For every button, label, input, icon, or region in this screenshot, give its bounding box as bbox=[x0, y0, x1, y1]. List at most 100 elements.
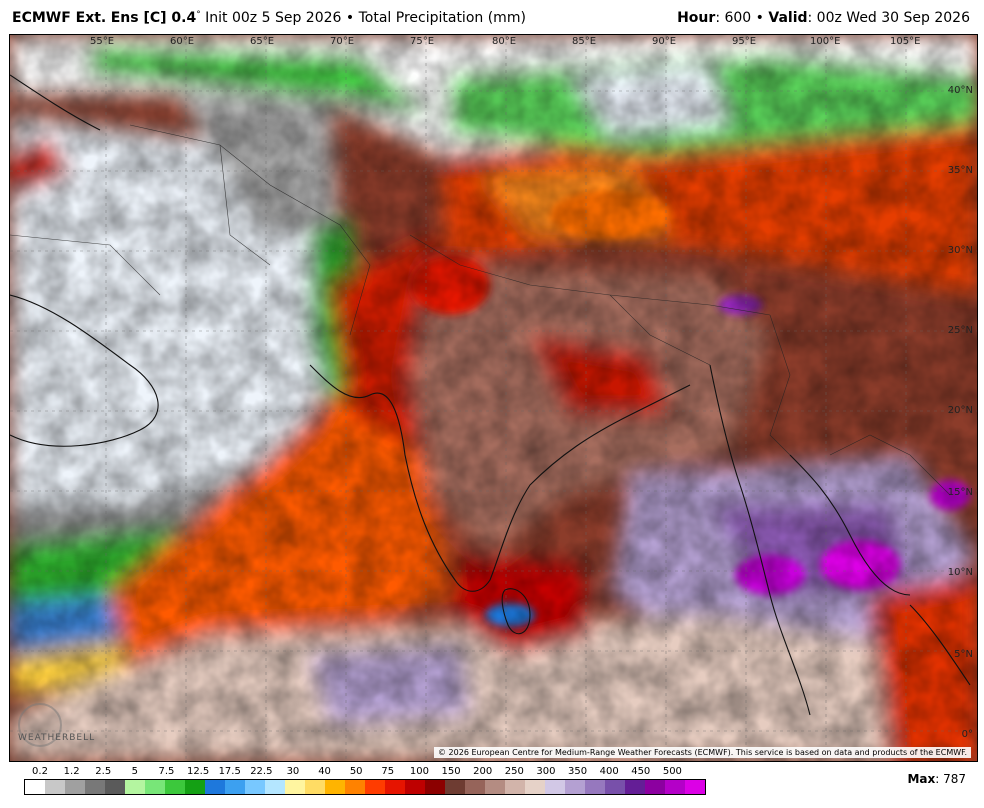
legend-swatch bbox=[225, 780, 245, 794]
legend-swatch bbox=[345, 780, 365, 794]
legend-swatch bbox=[665, 780, 685, 794]
legend-swatch bbox=[605, 780, 625, 794]
lon-label: 70°E bbox=[330, 36, 355, 47]
legend-tick-label: 250 bbox=[504, 766, 524, 777]
legend-tick-label: 17.5 bbox=[218, 766, 241, 777]
legend-swatch bbox=[485, 780, 505, 794]
weatherbell-logo-icon bbox=[18, 703, 62, 747]
product-name: Total Precipitation (mm) bbox=[358, 10, 526, 26]
degree-symbol: ° bbox=[196, 10, 201, 20]
max-label: Max bbox=[907, 772, 936, 786]
legend-tick-label: 150 bbox=[441, 766, 461, 777]
legend-swatch bbox=[585, 780, 605, 794]
legend-swatch bbox=[405, 780, 425, 794]
max-number: : 787 bbox=[935, 772, 966, 786]
lon-label: 60°E bbox=[170, 36, 195, 47]
lon-label: 105°E bbox=[890, 36, 921, 47]
lat-label: 30°N bbox=[947, 245, 973, 256]
legend-tick-label: 30 bbox=[286, 766, 300, 777]
init-time: Init 00z 5 Sep 2026 bbox=[205, 10, 342, 26]
legend-swatch bbox=[285, 780, 305, 794]
legend-tick-label: 350 bbox=[567, 766, 588, 777]
hour-label: Hour bbox=[677, 10, 716, 26]
lat-label: 10°N bbox=[947, 567, 973, 578]
lat-label: 40°N bbox=[947, 85, 973, 96]
header: ECMWF Ext. Ens [C] 0.4° Init 00z 5 Sep 2… bbox=[0, 0, 984, 34]
map-canvas bbox=[10, 35, 977, 761]
legend-tick-label: 300 bbox=[536, 766, 556, 777]
legend-swatch bbox=[645, 780, 665, 794]
legend-swatch bbox=[685, 780, 705, 794]
legend-color-bar bbox=[24, 779, 706, 795]
lon-label: 65°E bbox=[250, 36, 275, 47]
lat-label: 5°N bbox=[954, 649, 973, 660]
legend-tick-label: 5 bbox=[131, 766, 139, 777]
title-left: ECMWF Ext. Ens [C] 0.4° Init 00z 5 Sep 2… bbox=[12, 10, 526, 26]
legend-tick-label: 100 bbox=[409, 766, 429, 777]
legend-tick-label: 75 bbox=[381, 766, 395, 777]
copyright-notice: © 2026 European Centre for Medium-Range … bbox=[434, 747, 971, 758]
legend-swatch bbox=[165, 780, 185, 794]
legend-tick-label: 2.5 bbox=[95, 766, 112, 777]
texture-overlay bbox=[10, 35, 977, 761]
legend-swatch bbox=[105, 780, 125, 794]
legend-tick-label: 500 bbox=[662, 766, 682, 777]
model-name: ECMWF Ext. bbox=[12, 10, 107, 26]
lat-label: 20°N bbox=[947, 405, 973, 416]
legend-swatch bbox=[65, 780, 85, 794]
legend-swatch bbox=[425, 780, 445, 794]
color-legend: 0.2 1.2 2.5 5 7.5 12.5 17.5 22.5 30 40 50 75 100 150 2… bbox=[24, 763, 706, 803]
lon-label: 75°E bbox=[410, 36, 435, 47]
max-value: Max: 787 bbox=[907, 772, 966, 786]
legend-swatch bbox=[305, 780, 325, 794]
legend-swatch bbox=[565, 780, 585, 794]
valid-label: Valid bbox=[768, 10, 808, 26]
legend-tick-label: 1.2 bbox=[63, 766, 80, 777]
legend-tick-label: 50 bbox=[349, 766, 363, 777]
weatherbell-logo-text: WEATHERBELL bbox=[18, 733, 96, 743]
legend-swatch bbox=[545, 780, 565, 794]
legend-swatch bbox=[85, 780, 105, 794]
legend-tick-label: 12.5 bbox=[186, 766, 210, 777]
country-borders bbox=[10, 124, 951, 496]
coastlines bbox=[10, 74, 971, 716]
lon-label: 95°E bbox=[732, 36, 757, 47]
legend-swatch bbox=[125, 780, 145, 794]
legend-tick-label: 400 bbox=[599, 766, 619, 777]
legend-swatch bbox=[25, 780, 45, 794]
valid-value: : 00z Wed 30 Sep 2026 bbox=[807, 10, 970, 26]
lon-label: 90°E bbox=[652, 36, 677, 47]
legend-swatch bbox=[465, 780, 485, 794]
lon-label: 55°E bbox=[90, 36, 115, 47]
lat-label: 25°N bbox=[947, 325, 973, 336]
legend-tick-labels: 0.2 1.2 2.5 5 7.5 12.5 17.5 22.5 30 40 50 75 100 150 2… bbox=[24, 763, 704, 777]
bullet-separator-2: • bbox=[755, 10, 764, 26]
lon-label: 85°E bbox=[572, 36, 597, 47]
legend-swatch bbox=[445, 780, 465, 794]
legend-swatch bbox=[205, 780, 225, 794]
legend-tick-label: 40 bbox=[318, 766, 331, 777]
legend-swatch bbox=[185, 780, 205, 794]
lat-label: 35°N bbox=[947, 165, 973, 176]
legend-swatch bbox=[505, 780, 525, 794]
lon-label: 100°E bbox=[810, 36, 841, 47]
precipitation-map[interactable]: 55°E 60°E 65°E 70°E 75°E 80°E 85°E 90°E … bbox=[9, 34, 978, 762]
ensemble-label: Ens [C] 0.4 bbox=[110, 10, 197, 26]
legend-swatch bbox=[365, 780, 385, 794]
lon-label: 80°E bbox=[492, 36, 517, 47]
legend-tick-label: 0.2 bbox=[32, 766, 48, 777]
legend-swatch bbox=[265, 780, 285, 794]
legend-swatch bbox=[45, 780, 65, 794]
lat-label: 15°N bbox=[947, 487, 973, 498]
title-right: Hour: 600 • Valid: 00z Wed 30 Sep 2026 bbox=[677, 10, 970, 26]
legend-swatch bbox=[325, 780, 345, 794]
legend-swatch bbox=[145, 780, 165, 794]
lat-label: 0° bbox=[961, 729, 973, 740]
legend-tick-label: 22.5 bbox=[250, 766, 273, 777]
legend-swatch bbox=[385, 780, 405, 794]
hour-value: : 600 bbox=[715, 10, 752, 26]
bullet-separator: • bbox=[345, 10, 355, 26]
legend-swatch bbox=[525, 780, 545, 794]
legend-swatch bbox=[245, 780, 265, 794]
legend-tick-label: 200 bbox=[473, 766, 493, 777]
